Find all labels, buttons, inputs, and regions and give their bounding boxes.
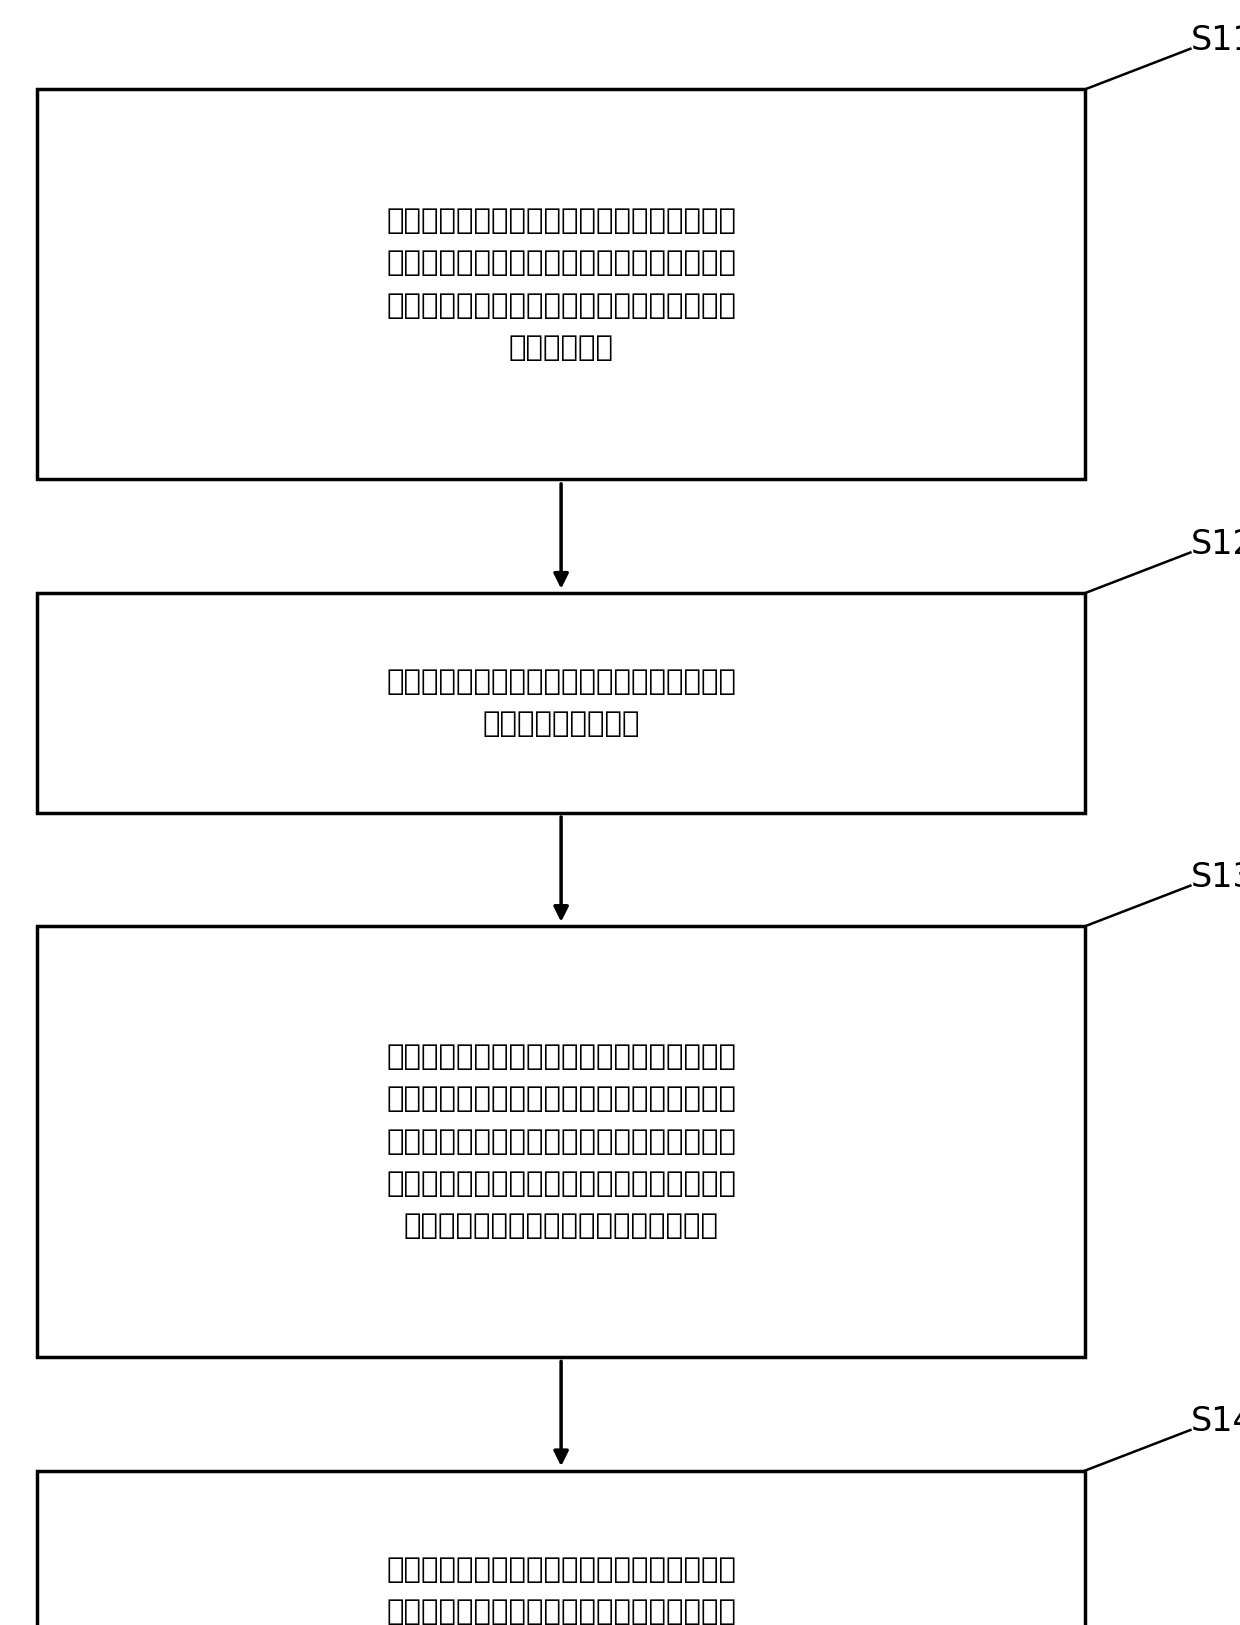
Text: S12: S12 <box>1190 528 1240 561</box>
Text: S11: S11 <box>1190 24 1240 57</box>
Text: 获取风力发电机组系统主要部件的输入数据和
输出数据，将输入数据和输出数据分别作为预
先通过非线性系统辨识所建立的风机模型的输
入量和输出量: 获取风力发电机组系统主要部件的输入数据和 输出数据，将输入数据和输出数据分别作为… <box>386 206 737 362</box>
Text: 计算频率迭代范围内的每个频率对应的幅值，
获取最大幅值、及与最大幅值对应的目标频率
及目标极点，通过预设公式计算主要部件的阻
尼比: 计算频率迭代范围内的每个频率对应的幅值， 获取最大幅值、及与最大幅值对应的目标频… <box>386 1555 737 1625</box>
Text: 计算传递函数的极点，以获得与极点对应的主
要部件的第一频率范围，对主要部件的输出数
据进行功率谱分析，以获得与主要部件对应的
第二频率范围，利用第二频率范围缩小: 计算传递函数的极点，以获得与极点对应的主 要部件的第一频率范围，对主要部件的输出… <box>386 1043 737 1240</box>
Text: 计算风机模型的模型参数，根据风机模型计算
主要部件的传递函数: 计算风机模型的模型参数，根据风机模型计算 主要部件的传递函数 <box>386 668 737 738</box>
Bar <box>37 89 1085 479</box>
Bar <box>37 593 1085 812</box>
Text: S13: S13 <box>1190 861 1240 894</box>
Bar <box>37 1471 1085 1625</box>
Text: S14: S14 <box>1190 1406 1240 1438</box>
Bar <box>37 926 1085 1357</box>
